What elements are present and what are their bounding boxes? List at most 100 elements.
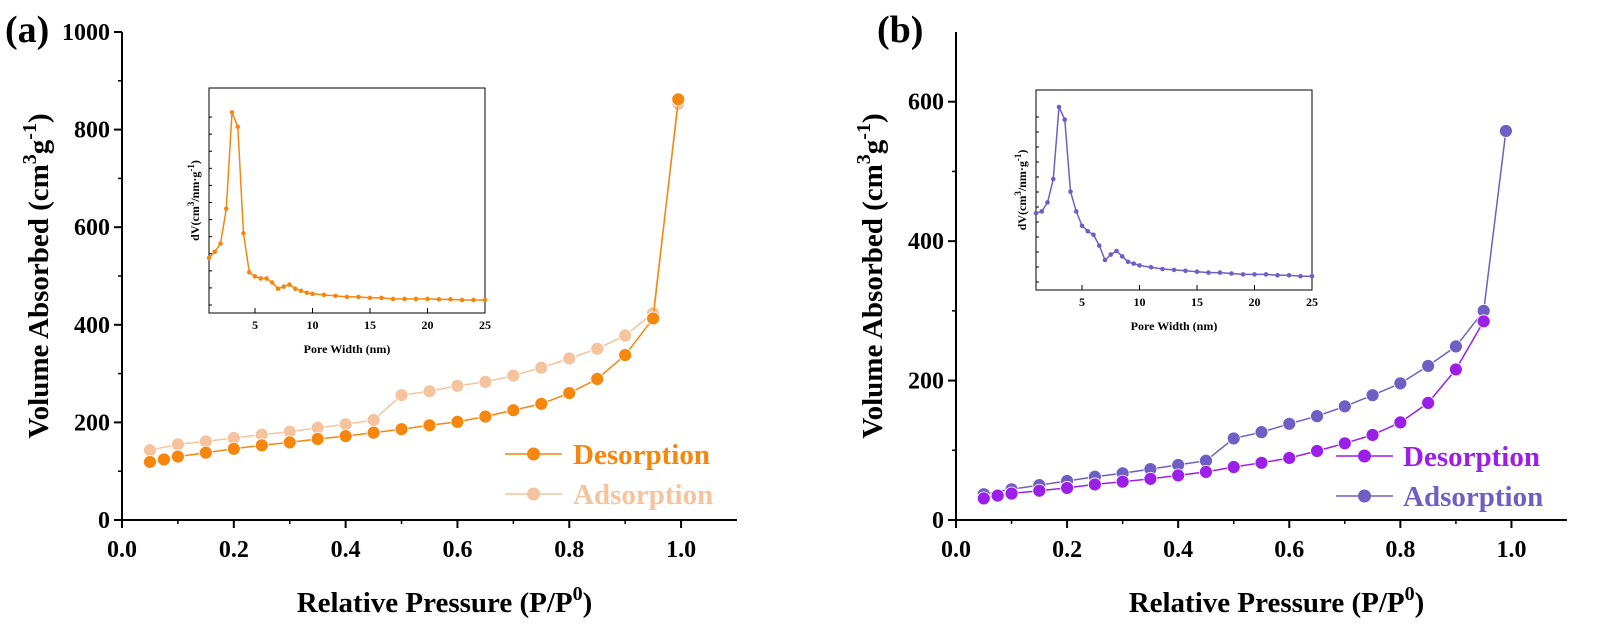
- inset-point: [218, 241, 223, 246]
- inset-point: [223, 206, 229, 212]
- legend-label: Desorption: [1403, 441, 1540, 473]
- inset-point: [1183, 268, 1188, 274]
- inset-point: [482, 297, 488, 303]
- inset-point: [1073, 209, 1079, 214]
- y-axis-title: Volume Absorbed (cm3g-1): [19, 113, 55, 438]
- x-axis-title-end: ): [583, 587, 593, 619]
- inset-point: [1263, 272, 1269, 277]
- legend-label: Adsorption: [573, 479, 713, 511]
- data-point: [990, 488, 1005, 503]
- data-point: [366, 425, 381, 440]
- inset-point: [1119, 254, 1125, 259]
- y-tick-label: 800: [74, 118, 110, 144]
- data-point: [394, 422, 409, 437]
- y-axis-title-mid: g: [857, 139, 889, 154]
- data-point: [1365, 428, 1380, 442]
- data-point: [394, 388, 409, 402]
- data-point: [1060, 481, 1074, 495]
- inset-point: [1068, 189, 1073, 194]
- inset-y-title-sup2: -1: [1013, 153, 1023, 161]
- inset-point: [1079, 223, 1085, 229]
- y-axis-title-main: Volume Absorbed (cm: [857, 164, 889, 438]
- y-axis-title-sup: 3: [853, 154, 875, 164]
- inset-point: [1298, 273, 1303, 279]
- x-axis-title-sup: 0: [1405, 583, 1415, 605]
- inset-y-title-main: dV(cm: [188, 206, 202, 241]
- inset-point: [1206, 270, 1211, 275]
- data-point: [422, 384, 437, 399]
- inset-point: [258, 276, 264, 281]
- inset-frame: [1035, 89, 1313, 291]
- inset-point: [436, 297, 442, 302]
- data-point: [143, 455, 157, 469]
- data-point: [478, 409, 493, 424]
- data-point: [143, 443, 157, 458]
- inset-point: [1275, 273, 1280, 278]
- inset-point: [1062, 117, 1068, 122]
- panel-label: (a): [5, 9, 49, 51]
- data-point: [1449, 339, 1463, 354]
- data-point: [590, 341, 605, 356]
- inset-x-axis-title: Pore Width (nm): [304, 342, 391, 356]
- legend-marker: [1358, 449, 1371, 463]
- y-axis-title-sup: 3: [19, 154, 41, 164]
- inset-point: [356, 294, 361, 300]
- data-point: [1199, 464, 1213, 479]
- inset-chart: 5 10 15 20 25 Pore Width (nm) dV(cm3/nm·g-1): [1013, 89, 1318, 333]
- y-tick-label: 600: [74, 215, 110, 241]
- data-point: [171, 449, 185, 464]
- data-point: [1254, 455, 1269, 470]
- y-axis-title-end: ): [857, 113, 889, 123]
- inset-point: [310, 291, 315, 297]
- data-point: [1087, 477, 1102, 492]
- inset-point: [1131, 261, 1137, 266]
- inset-point: [413, 296, 419, 302]
- x-tick-label: 0.8: [554, 537, 584, 563]
- inset-y-title-sup2: -1: [186, 164, 196, 172]
- inset-x-tick-label: 10: [307, 318, 319, 332]
- data-point: [534, 360, 549, 375]
- data-point: [157, 452, 171, 467]
- data-point: [534, 396, 549, 411]
- inset-y-title-mid: /nm·g: [188, 172, 202, 203]
- x-axis-title-end: ): [1415, 587, 1425, 619]
- inset-point: [1045, 200, 1050, 205]
- y-axis-title-main: Volume Absorbed (cm: [23, 164, 55, 438]
- data-point: [226, 441, 241, 456]
- data-point: [1337, 399, 1352, 414]
- data-point: [1115, 474, 1130, 489]
- panel-label: (b): [877, 9, 923, 51]
- data-point: [1393, 376, 1408, 391]
- inset-point: [241, 231, 246, 236]
- data-point: [1476, 314, 1491, 329]
- inset-point: [321, 292, 327, 298]
- data-point: [1310, 409, 1324, 424]
- data-point: [422, 418, 437, 433]
- data-point: [1365, 388, 1380, 403]
- x-tick-label: 0.0: [107, 537, 137, 563]
- inset-point: [344, 294, 350, 300]
- inset-x-tick-label: 5: [252, 318, 258, 332]
- data-point: [1393, 415, 1408, 430]
- inset-point: [275, 286, 281, 292]
- y-axis-title-sup2: -1: [19, 123, 41, 140]
- x-axis-title-main: Relative Pressure (P/P: [1129, 587, 1405, 619]
- series-desorption: [976, 314, 1491, 506]
- data-point: [282, 435, 297, 450]
- x-axis-title: Relative Pressure (P/P0): [297, 583, 593, 619]
- inset-point: [287, 282, 292, 287]
- series-adsorption: [143, 96, 686, 458]
- inset-point: [1033, 210, 1039, 216]
- inset-x-tick-label: 25: [479, 318, 491, 332]
- inset-point: [1096, 243, 1102, 248]
- inset-point: [1171, 267, 1177, 273]
- x-tick-label: 0.6: [1274, 537, 1304, 563]
- data-point: [478, 374, 493, 389]
- data-point: [618, 328, 633, 343]
- inset-y-title-main: dV(cm: [1015, 196, 1029, 231]
- inset-x-tick-label: 15: [364, 318, 376, 332]
- inset-point: [212, 249, 218, 255]
- legend-label: Adsorption: [1403, 481, 1543, 513]
